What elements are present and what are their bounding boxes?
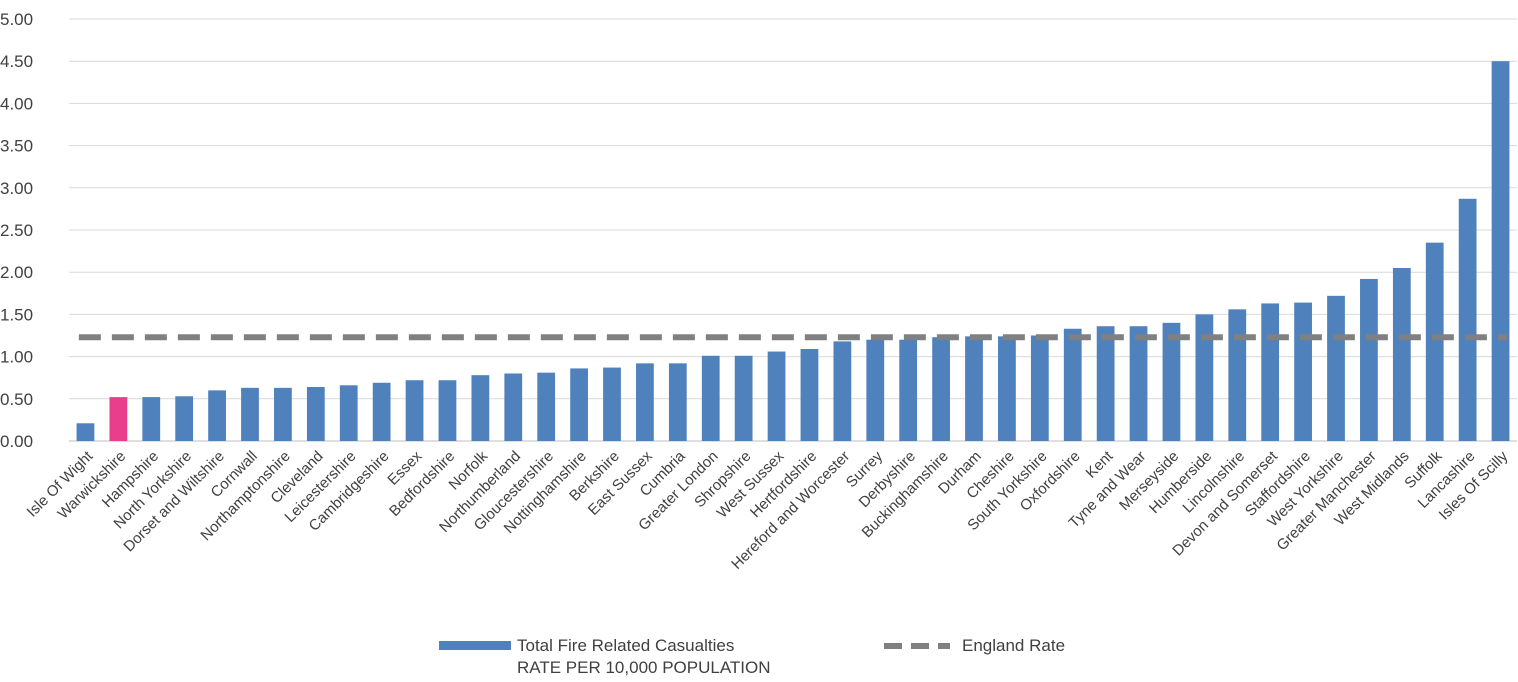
y-tick-label: 4.50 bbox=[0, 52, 33, 71]
bar bbox=[274, 387, 292, 441]
bar bbox=[339, 385, 358, 441]
bar bbox=[1294, 302, 1312, 441]
bar bbox=[537, 372, 556, 441]
y-tick-label: 2.00 bbox=[0, 263, 33, 282]
bar bbox=[109, 397, 128, 441]
bar bbox=[1030, 335, 1049, 441]
y-tick-label: 1.50 bbox=[0, 305, 33, 324]
y-tick-label: 3.50 bbox=[0, 137, 33, 156]
y-tick-label: 0.50 bbox=[0, 390, 33, 409]
bar bbox=[76, 423, 95, 441]
bar bbox=[471, 375, 490, 441]
bar bbox=[241, 387, 259, 441]
bar bbox=[1458, 198, 1477, 441]
bar bbox=[372, 382, 391, 441]
bar bbox=[1129, 326, 1148, 441]
bars bbox=[76, 61, 1510, 441]
bar bbox=[1491, 61, 1510, 441]
y-tick-label: 5.00 bbox=[0, 10, 33, 29]
y-tick-label: 1.00 bbox=[0, 348, 33, 367]
y-tick-label: 4.00 bbox=[0, 94, 33, 113]
x-axis-category-labels: Isle Of WightWarwickshireHampshireNorth … bbox=[24, 447, 1512, 573]
bar bbox=[570, 368, 588, 441]
bar bbox=[998, 336, 1016, 441]
bar bbox=[965, 336, 983, 441]
bar bbox=[438, 380, 457, 441]
bar bbox=[1392, 267, 1411, 441]
bar bbox=[800, 349, 819, 441]
legend-label-casualties: Total Fire Related Casualties bbox=[517, 636, 734, 655]
bar bbox=[932, 337, 950, 441]
bar bbox=[1195, 314, 1214, 441]
bar bbox=[603, 367, 621, 441]
legend: Total Fire Related Casualties RATE PER 1… bbox=[439, 636, 1065, 677]
legend-swatch-casualties bbox=[439, 641, 511, 650]
bar bbox=[306, 386, 325, 441]
bar bbox=[866, 339, 885, 441]
bar bbox=[833, 341, 852, 441]
legend-label-england-rate: England Rate bbox=[962, 636, 1065, 655]
bar bbox=[1162, 322, 1181, 441]
bar bbox=[175, 396, 194, 441]
y-tick-label: 2.50 bbox=[0, 221, 33, 240]
bar bbox=[1228, 309, 1247, 441]
bar bbox=[899, 339, 918, 441]
bar bbox=[701, 355, 720, 441]
bar bbox=[1261, 303, 1280, 441]
bar bbox=[1096, 326, 1115, 441]
bar bbox=[767, 351, 786, 441]
bar bbox=[668, 363, 687, 441]
bar bbox=[504, 373, 523, 441]
bar bbox=[1327, 295, 1345, 441]
bar bbox=[1360, 278, 1378, 441]
bar bbox=[208, 390, 226, 441]
bar bbox=[1063, 328, 1082, 441]
legend-label-casualties-line2: RATE PER 10,000 POPULATION bbox=[517, 658, 771, 677]
y-tick-label: 0.00 bbox=[0, 432, 33, 451]
bar bbox=[1425, 242, 1444, 441]
y-axis-tick-labels: 0.00 0.50 1.00 1.50 2.00 2.50 3.00 3.50 4.00 4.50… bbox=[0, 10, 33, 451]
y-tick-label: 3.00 bbox=[0, 179, 33, 198]
bar bbox=[142, 397, 161, 441]
bar bbox=[636, 363, 654, 441]
bar bbox=[734, 355, 753, 441]
bar bbox=[405, 380, 424, 441]
